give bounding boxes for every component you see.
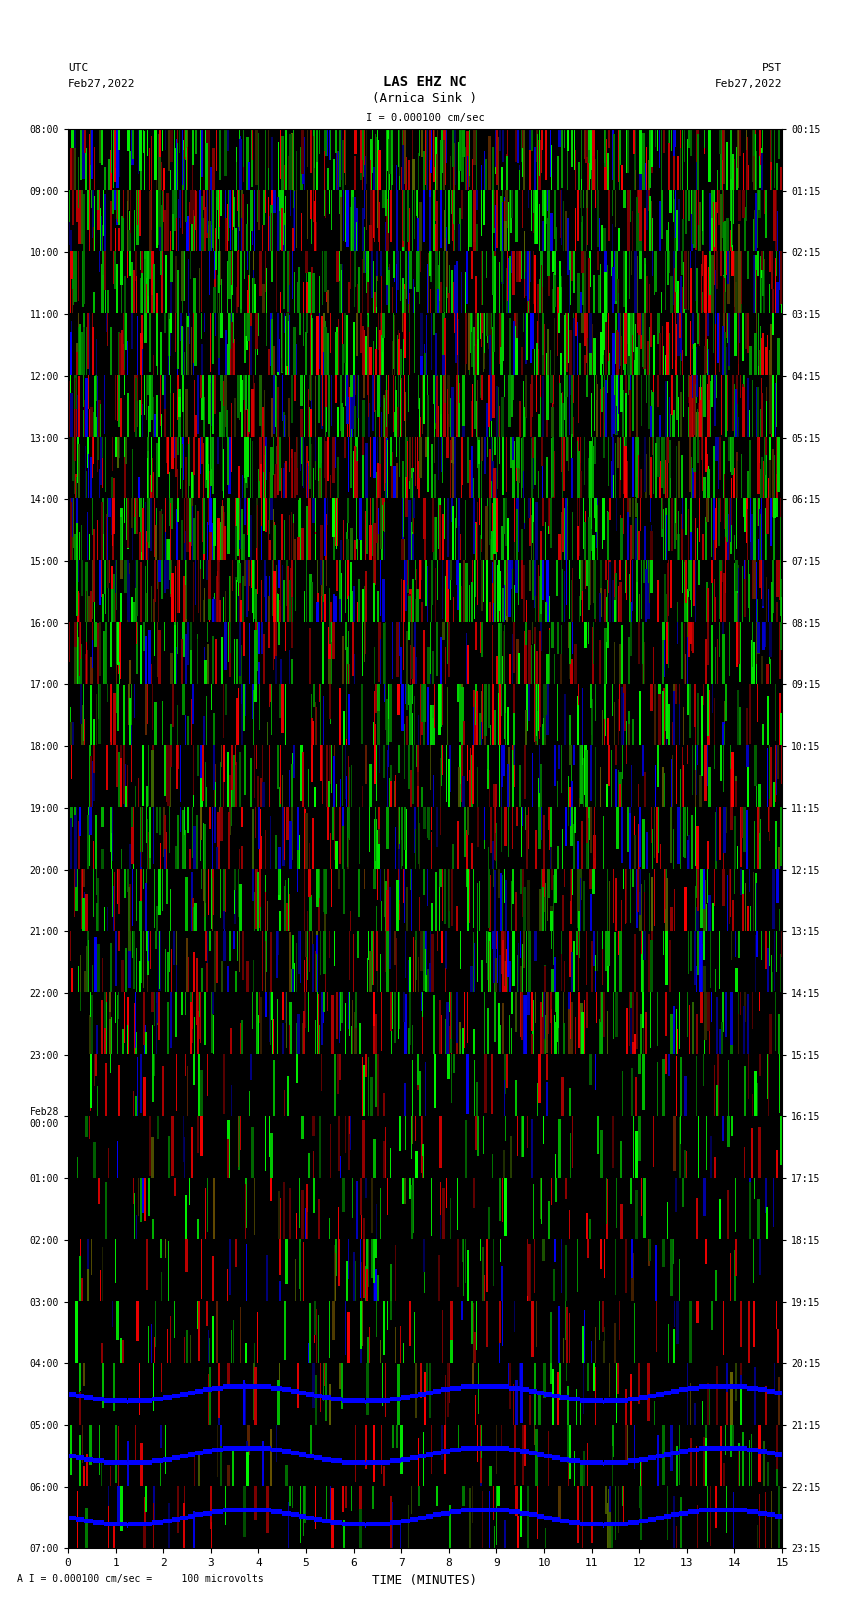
Text: PST: PST: [762, 63, 782, 73]
Text: Feb27,2022: Feb27,2022: [715, 79, 782, 89]
Text: UTC: UTC: [68, 63, 88, 73]
X-axis label: TIME (MINUTES): TIME (MINUTES): [372, 1574, 478, 1587]
Text: Feb27,2022: Feb27,2022: [68, 79, 135, 89]
Text: A I = 0.000100 cm/sec =     100 microvolts: A I = 0.000100 cm/sec = 100 microvolts: [17, 1574, 264, 1584]
Text: I = 0.000100 cm/sec: I = 0.000100 cm/sec: [366, 113, 484, 123]
Text: LAS EHZ NC: LAS EHZ NC: [383, 74, 467, 89]
Text: (Arnica Sink ): (Arnica Sink ): [372, 92, 478, 105]
